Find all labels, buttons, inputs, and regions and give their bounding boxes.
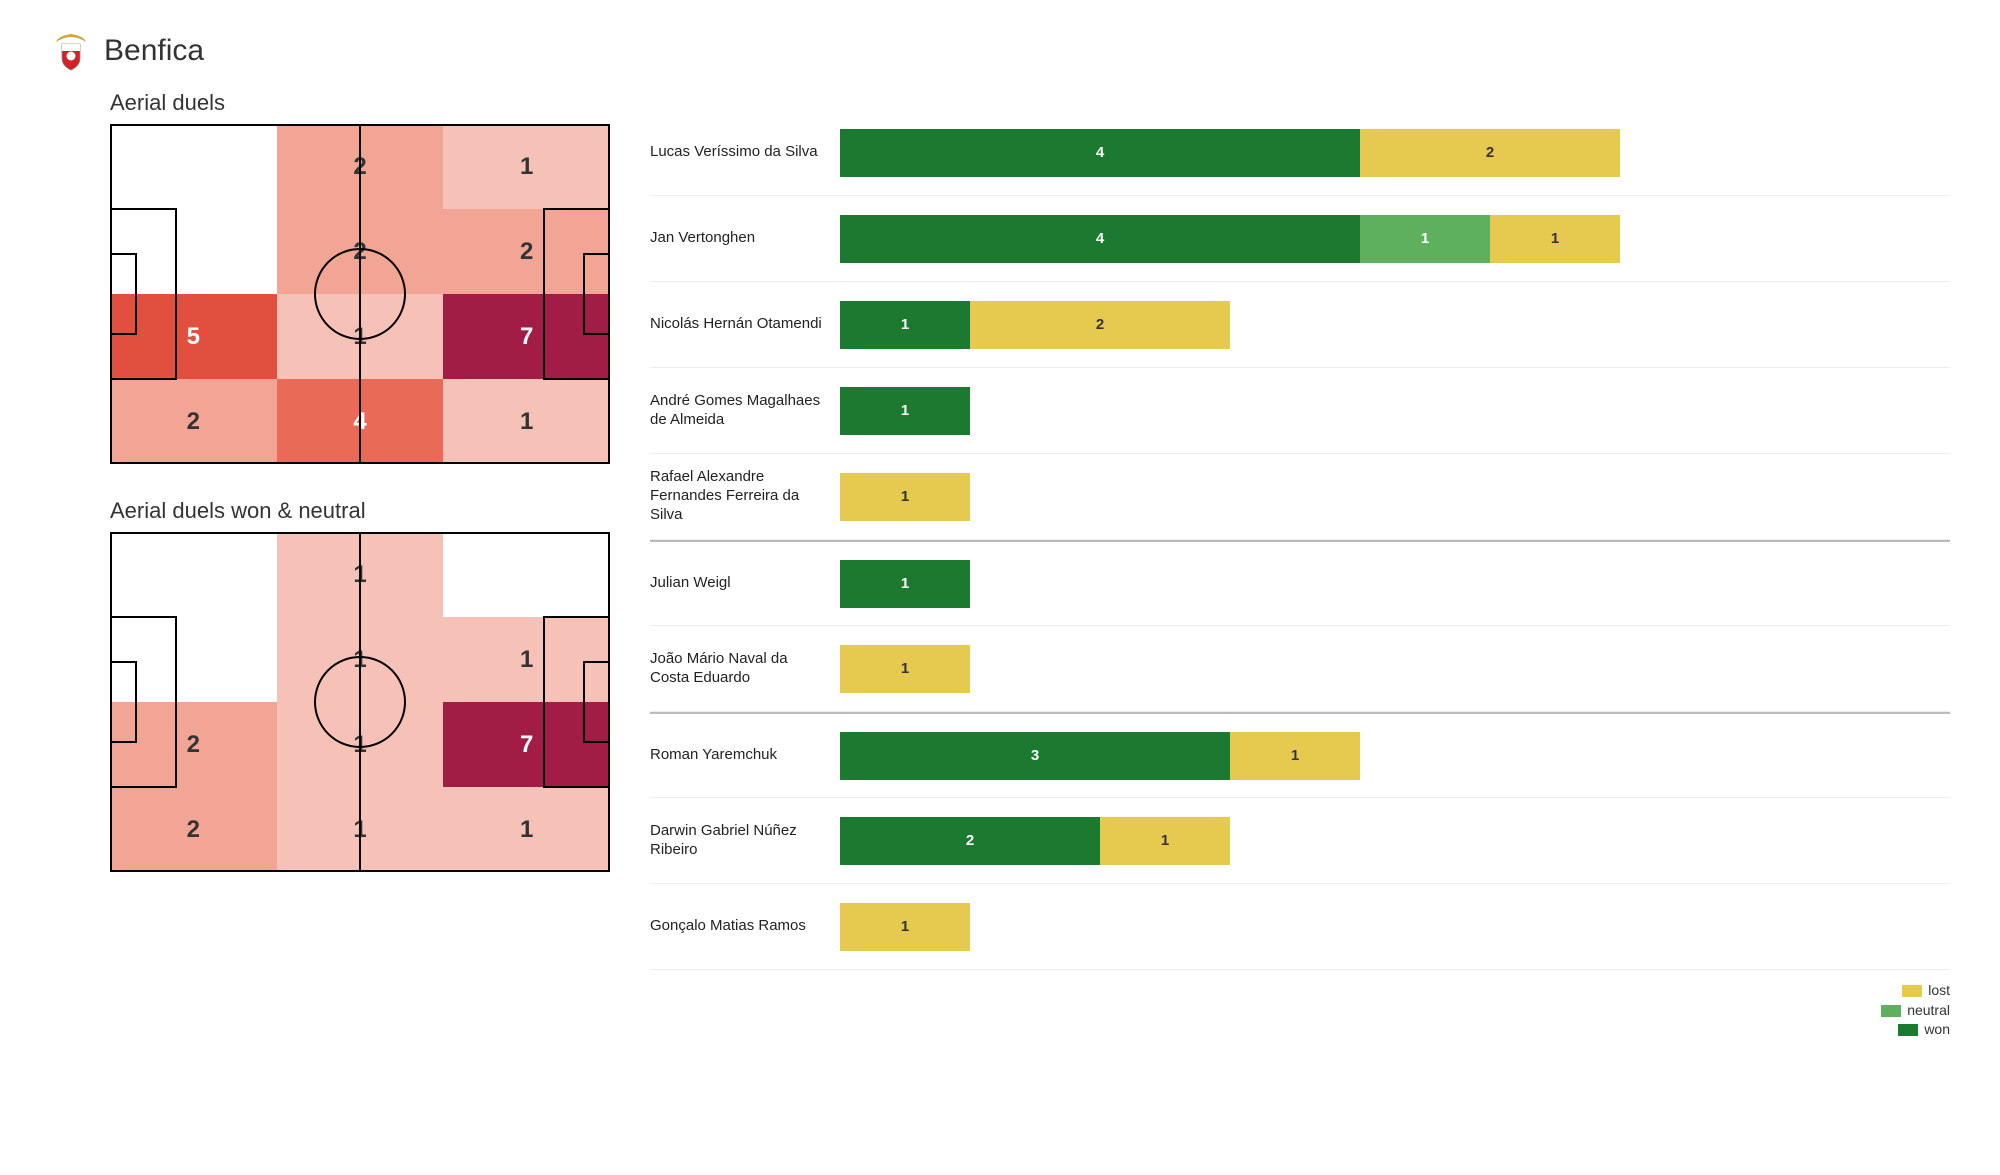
heatmap-zone: 2 <box>277 124 444 209</box>
bar-segment-lost: 1 <box>840 903 970 951</box>
player-row: João Mário Naval da Costa Eduardo 1 <box>650 626 1950 712</box>
legend-item: neutral <box>1881 1001 1950 1021</box>
player-label: Darwin Gabriel Núñez Ribeiro <box>650 822 830 860</box>
legend-label: won <box>1924 1020 1950 1040</box>
heatmap-zone: 1 <box>443 617 610 702</box>
player-row: Rafael Alexandre Fernandes Ferreira da S… <box>650 454 1950 540</box>
bar-segment-won: 2 <box>840 817 1100 865</box>
heatmap-zone: 1 <box>277 294 444 379</box>
player-bars: Lucas Veríssimo da Silva42Jan Vertonghen… <box>650 110 1950 970</box>
bar-segment-lost: 2 <box>970 301 1230 349</box>
heatmap-zone: 7 <box>443 294 610 379</box>
player-row: Darwin Gabriel Núñez Ribeiro 21 <box>650 798 1950 884</box>
bar-track: 1 <box>840 473 1950 521</box>
heatmap-zone: 2 <box>277 209 444 294</box>
bar-track: 1 <box>840 903 1950 951</box>
bar-segment-won: 1 <box>840 387 970 435</box>
heatmaps-column: Aerial duels 2122517241 Aerial duels won… <box>50 82 610 970</box>
player-row: Jan Vertonghen411 <box>650 196 1950 282</box>
heatmap-zone: 1 <box>443 124 610 209</box>
heatmap-zone: 2 <box>110 787 277 872</box>
page-header: Benfica <box>50 30 1950 72</box>
bar-segment-won: 1 <box>840 301 970 349</box>
bar-segment-neutral: 1 <box>1360 215 1490 263</box>
bar-track: 1 <box>840 645 1950 693</box>
bar-track: 12 <box>840 301 1950 349</box>
main-layout: Aerial duels 2122517241 Aerial duels won… <box>50 82 1950 970</box>
bar-segment-won: 4 <box>840 129 1360 177</box>
bar-track: 42 <box>840 129 1950 177</box>
heatmap-zone: 1 <box>443 379 610 464</box>
bar-segment-lost: 1 <box>840 473 970 521</box>
heatmap-zone <box>110 532 277 617</box>
bar-segment-lost: 1 <box>1230 732 1360 780</box>
team-name: Benfica <box>104 34 204 68</box>
heatmap-zone: 1 <box>277 617 444 702</box>
bar-segment-lost: 1 <box>1490 215 1620 263</box>
heatmap-zone: 1 <box>443 787 610 872</box>
legend: lostneutralwon <box>1881 981 1950 1040</box>
heatmap-zone <box>110 617 277 702</box>
heatmap-zone: 2 <box>110 702 277 787</box>
heatmap-won: 111217211 <box>110 532 610 872</box>
player-label: Gonçalo Matias Ramos <box>650 917 830 936</box>
player-label: João Mário Naval da Costa Eduardo <box>650 650 830 688</box>
player-row: Lucas Veríssimo da Silva 42 <box>650 110 1950 196</box>
bar-segment-won: 3 <box>840 732 1230 780</box>
team-crest-icon <box>50 30 92 72</box>
bar-track: 1 <box>840 387 1950 435</box>
heatmap-zone: 4 <box>277 379 444 464</box>
heatmap-zone: 2 <box>110 379 277 464</box>
bar-segment-lost: 1 <box>1100 817 1230 865</box>
player-label: André Gomes Magalhaes de Almeida <box>650 392 830 430</box>
legend-item: lost <box>1881 981 1950 1001</box>
bar-segment-lost: 2 <box>1360 129 1620 177</box>
heatmap-zone <box>443 532 610 617</box>
heatmap-zone <box>110 209 277 294</box>
heatmap-zone: 1 <box>277 787 444 872</box>
player-label: Rafael Alexandre Fernandes Ferreira da S… <box>650 468 830 524</box>
heatmap-all-title: Aerial duels <box>110 90 610 116</box>
player-label: Nicolás Hernán Otamendi <box>650 315 830 334</box>
legend-swatch-icon <box>1881 1005 1901 1017</box>
heatmap-zone: 1 <box>277 702 444 787</box>
player-row: Gonçalo Matias Ramos 1 <box>650 884 1950 970</box>
heatmap-zone: 2 <box>443 209 610 294</box>
player-row: André Gomes Magalhaes de Almeida 1 <box>650 368 1950 454</box>
player-row: Nicolás Hernán Otamendi 12 <box>650 282 1950 368</box>
bar-chart-column: Lucas Veríssimo da Silva42Jan Vertonghen… <box>650 82 1950 970</box>
heatmap-zone: 1 <box>277 532 444 617</box>
heatmap-zone <box>110 124 277 209</box>
legend-item: won <box>1881 1020 1950 1040</box>
player-label: Jan Vertonghen <box>650 229 830 248</box>
bar-track: 411 <box>840 215 1950 263</box>
player-label: Lucas Veríssimo da Silva <box>650 143 830 162</box>
legend-swatch-icon <box>1902 985 1922 997</box>
heatmap-won-title: Aerial duels won & neutral <box>110 498 610 524</box>
bar-segment-won: 4 <box>840 215 1360 263</box>
player-label: Julian Weigl <box>650 574 830 593</box>
heatmap-all: 2122517241 <box>110 124 610 464</box>
legend-label: neutral <box>1907 1001 1950 1021</box>
legend-swatch-icon <box>1898 1024 1918 1036</box>
bar-track: 21 <box>840 817 1950 865</box>
bar-track: 31 <box>840 732 1950 780</box>
heatmap-zone: 7 <box>443 702 610 787</box>
player-row: Roman Yaremchuk 31 <box>650 712 1950 798</box>
bar-track: 1 <box>840 560 1950 608</box>
bar-segment-lost: 1 <box>840 645 970 693</box>
player-label: Roman Yaremchuk <box>650 746 830 765</box>
legend-label: lost <box>1928 981 1950 1001</box>
heatmap-zone: 5 <box>110 294 277 379</box>
player-row: Julian Weigl 1 <box>650 540 1950 626</box>
bar-segment-won: 1 <box>840 560 970 608</box>
